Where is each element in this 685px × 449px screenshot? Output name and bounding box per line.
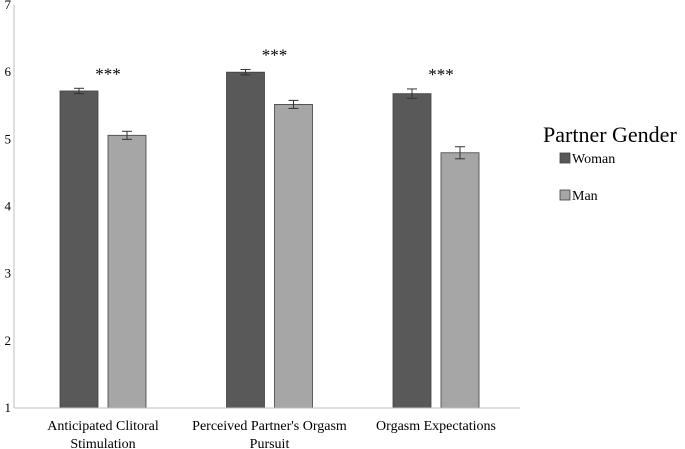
legend-label-man: Man — [572, 189, 598, 204]
bar-man — [107, 134, 147, 409]
bar-man — [274, 104, 313, 409]
x-axis: Anticipated Clitoral Stimulation Perceived… — [14, 407, 520, 449]
legend-title: Partner Gender — [543, 122, 677, 147]
bar-woman — [59, 90, 99, 409]
y-tick-label: 3 — [5, 266, 12, 281]
x-category-label: Stimulation — [70, 437, 135, 449]
y-tick-label: 6 — [5, 64, 12, 79]
legend-label-woman: Woman — [572, 152, 615, 167]
y-tick-label: 7 — [5, 0, 12, 12]
bar-man — [440, 152, 480, 409]
y-tick-label: 1 — [5, 400, 12, 415]
significance-marker: *** — [428, 65, 454, 84]
y-tick-label: 2 — [5, 333, 12, 348]
bar-woman — [226, 71, 265, 409]
x-category-label: Pursuit — [250, 437, 290, 449]
y-tick-label: 4 — [5, 199, 12, 214]
legend: Partner Gender Woman Man — [543, 122, 677, 204]
significance-marker: *** — [95, 64, 121, 83]
legend-swatch-woman — [559, 152, 571, 164]
legend-swatch-man — [559, 189, 571, 201]
bars: *** *** *** — [59, 45, 480, 409]
bar-woman — [392, 93, 432, 409]
y-tick-label: 5 — [5, 131, 12, 146]
x-category-label: Perceived Partner's Orgasm — [192, 419, 347, 434]
x-category-label: Orgasm Expectations — [376, 419, 496, 434]
x-category-label: Anticipated Clitoral — [47, 419, 159, 434]
y-axis: 1 2 3 4 5 6 7 — [5, 0, 15, 415]
significance-marker: *** — [262, 45, 288, 64]
